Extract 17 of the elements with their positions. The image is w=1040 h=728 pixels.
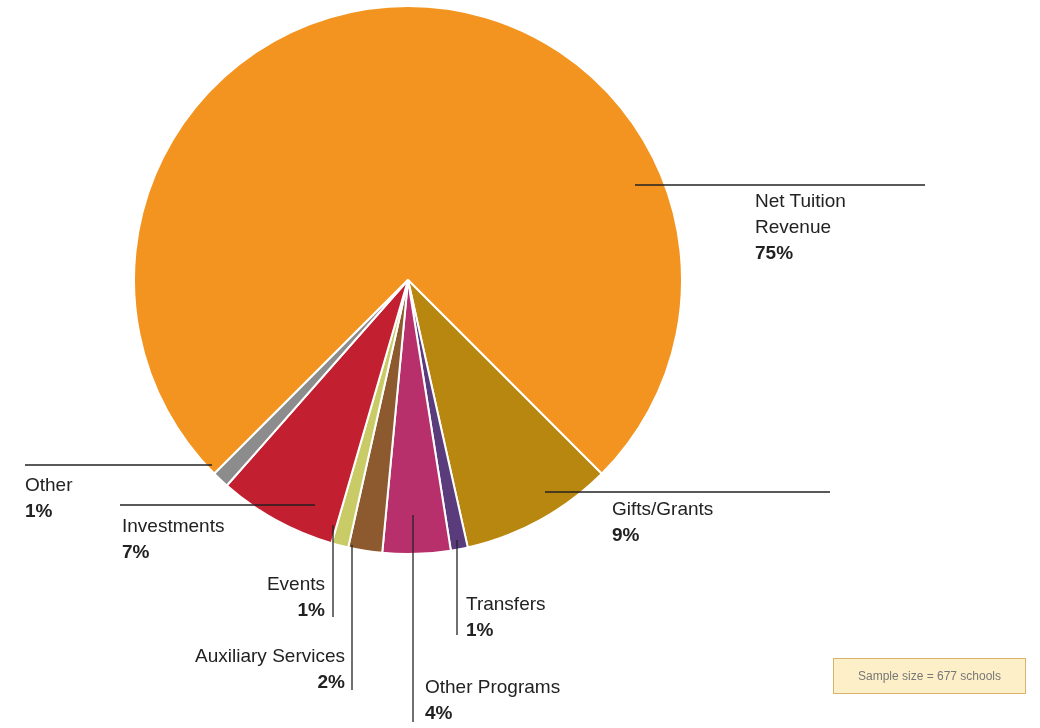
slice-label: Investments bbox=[122, 515, 225, 537]
slice-label: Net Tuition Revenue bbox=[755, 190, 846, 238]
slice-label: Transfers bbox=[466, 593, 546, 615]
data-label: 1% bbox=[466, 619, 494, 641]
data-label: 75% bbox=[755, 242, 794, 264]
slice-label: Gifts/Grants bbox=[612, 498, 714, 520]
slice-label: Auxiliary Services bbox=[195, 645, 345, 667]
data-label: 4% bbox=[425, 702, 453, 724]
data-label: 7% bbox=[122, 541, 150, 563]
data-label: 1% bbox=[297, 599, 326, 621]
slice-label: Other Programs bbox=[425, 676, 561, 698]
slice-label: Other bbox=[25, 474, 74, 496]
data-label: 9% bbox=[612, 524, 640, 546]
slice-label: Events bbox=[266, 573, 325, 595]
text: Sample size = 677 schools bbox=[833, 658, 1026, 694]
data-label: 1% bbox=[25, 500, 53, 522]
data-label: 2% bbox=[317, 671, 346, 693]
